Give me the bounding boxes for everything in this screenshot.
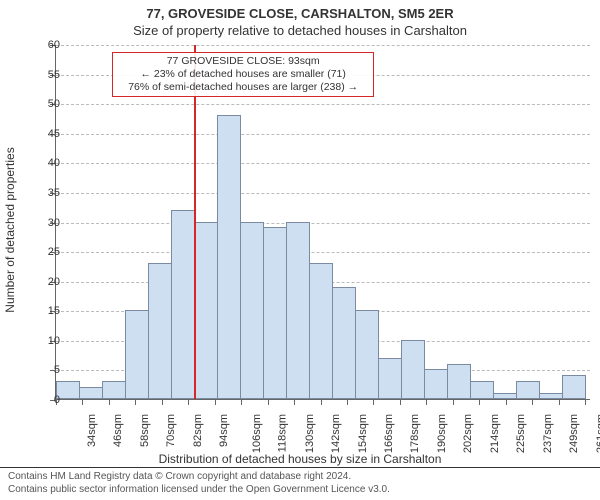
y-tick-label: 60 [48, 39, 60, 51]
x-tick-label: 249sqm [568, 414, 580, 453]
y-axis-label: Number of detached properties [3, 147, 17, 312]
x-tick-label: 237sqm [542, 414, 554, 453]
x-tick [241, 399, 242, 405]
x-tick [347, 399, 348, 405]
x-tick [135, 399, 136, 405]
x-tick-label: 106sqm [251, 414, 263, 453]
histogram-bar [470, 381, 494, 399]
histogram-bar [194, 222, 218, 400]
y-tick-label: 50 [48, 98, 60, 110]
x-tick [453, 399, 454, 405]
histogram-bar [240, 222, 264, 400]
x-tick-label: 34sqm [86, 414, 98, 447]
histogram-bar [148, 263, 172, 399]
x-tick [426, 399, 427, 405]
x-tick-label: 225sqm [515, 414, 527, 453]
annotation-line3: 76% of semi-detached houses are larger (… [118, 81, 368, 94]
x-tick-label: 190sqm [436, 414, 448, 453]
y-tick-label: 25 [48, 246, 60, 258]
y-tick-label: 40 [48, 157, 60, 169]
annotation-line2: ← 23% of detached houses are smaller (71… [118, 68, 368, 81]
x-tick [109, 399, 110, 405]
annotation-box: 77 GROVESIDE CLOSE: 93sqm ← 23% of detac… [112, 52, 374, 97]
x-tick [162, 399, 163, 405]
x-tick-label: 118sqm [276, 414, 288, 452]
y-tick-label: 45 [48, 128, 60, 140]
x-tick [82, 399, 83, 405]
footer-line1: Contains HM Land Registry data © Crown c… [8, 471, 592, 484]
chart-container: 77, GROVESIDE CLOSE, CARSHALTON, SM5 2ER… [0, 0, 600, 500]
x-tick [188, 399, 189, 405]
y-tick-label: 5 [54, 364, 60, 376]
x-tick-label: 214sqm [489, 414, 501, 453]
x-tick-label: 202sqm [462, 414, 474, 453]
x-tick-label: 142sqm [330, 414, 342, 453]
histogram-bar [217, 115, 241, 399]
x-tick [479, 399, 480, 405]
footer-line2: Contains public sector information licen… [8, 484, 592, 497]
x-tick-label: 166sqm [383, 414, 395, 453]
x-axis-label: Distribution of detached houses by size … [0, 452, 600, 466]
histogram-bar [562, 375, 586, 399]
histogram-bar [102, 381, 126, 399]
x-tick [585, 399, 586, 405]
x-tick-label: 178sqm [410, 414, 422, 453]
x-tick [268, 399, 269, 405]
y-tick-label: 10 [48, 335, 60, 347]
histogram-bar [125, 310, 149, 399]
y-tick-label: 55 [48, 69, 60, 81]
x-tick [559, 399, 560, 405]
histogram-bar [401, 340, 425, 399]
histogram-bar [286, 222, 310, 400]
x-tick-label: 46sqm [112, 414, 124, 447]
histogram-bar [263, 227, 287, 399]
histogram-bar [332, 287, 356, 399]
histogram-bar [79, 387, 103, 399]
annotation-line1: 77 GROVESIDE CLOSE: 93sqm [118, 55, 368, 68]
x-tick-label: 94sqm [218, 414, 230, 447]
histogram-bar [447, 364, 471, 400]
x-tick-label: 130sqm [304, 414, 316, 453]
y-tick-label: 15 [48, 305, 60, 317]
histogram-bar [516, 381, 540, 399]
x-tick [373, 399, 374, 405]
x-tick-label: 82sqm [192, 414, 204, 447]
y-tick-label: 35 [48, 187, 60, 199]
chart-title-line2: Size of property relative to detached ho… [0, 23, 600, 38]
x-tick-label: 70sqm [165, 414, 177, 447]
histogram-bar [424, 369, 448, 399]
x-tick [506, 399, 507, 405]
attribution-footer: Contains HM Land Registry data © Crown c… [0, 467, 600, 500]
y-tick-label: 20 [48, 276, 60, 288]
x-tick [294, 399, 295, 405]
histogram-bar [309, 263, 333, 399]
histogram-bar [378, 358, 402, 399]
plot-area: 77 GROVESIDE CLOSE: 93sqm ← 23% of detac… [55, 45, 590, 400]
x-tick [400, 399, 401, 405]
x-tick [321, 399, 322, 405]
bars-group [56, 45, 590, 399]
histogram-bar [171, 210, 195, 399]
reference-line [194, 45, 196, 399]
x-tick-label: 261sqm [595, 414, 600, 453]
x-tick-label: 154sqm [357, 414, 369, 453]
x-tick [215, 399, 216, 405]
x-tick [532, 399, 533, 405]
y-tick-label: 0 [54, 394, 60, 406]
chart-title-line1: 77, GROVESIDE CLOSE, CARSHALTON, SM5 2ER [0, 6, 600, 21]
y-tick-label: 30 [48, 217, 60, 229]
x-tick-label: 58sqm [139, 414, 151, 447]
histogram-bar [355, 310, 379, 399]
